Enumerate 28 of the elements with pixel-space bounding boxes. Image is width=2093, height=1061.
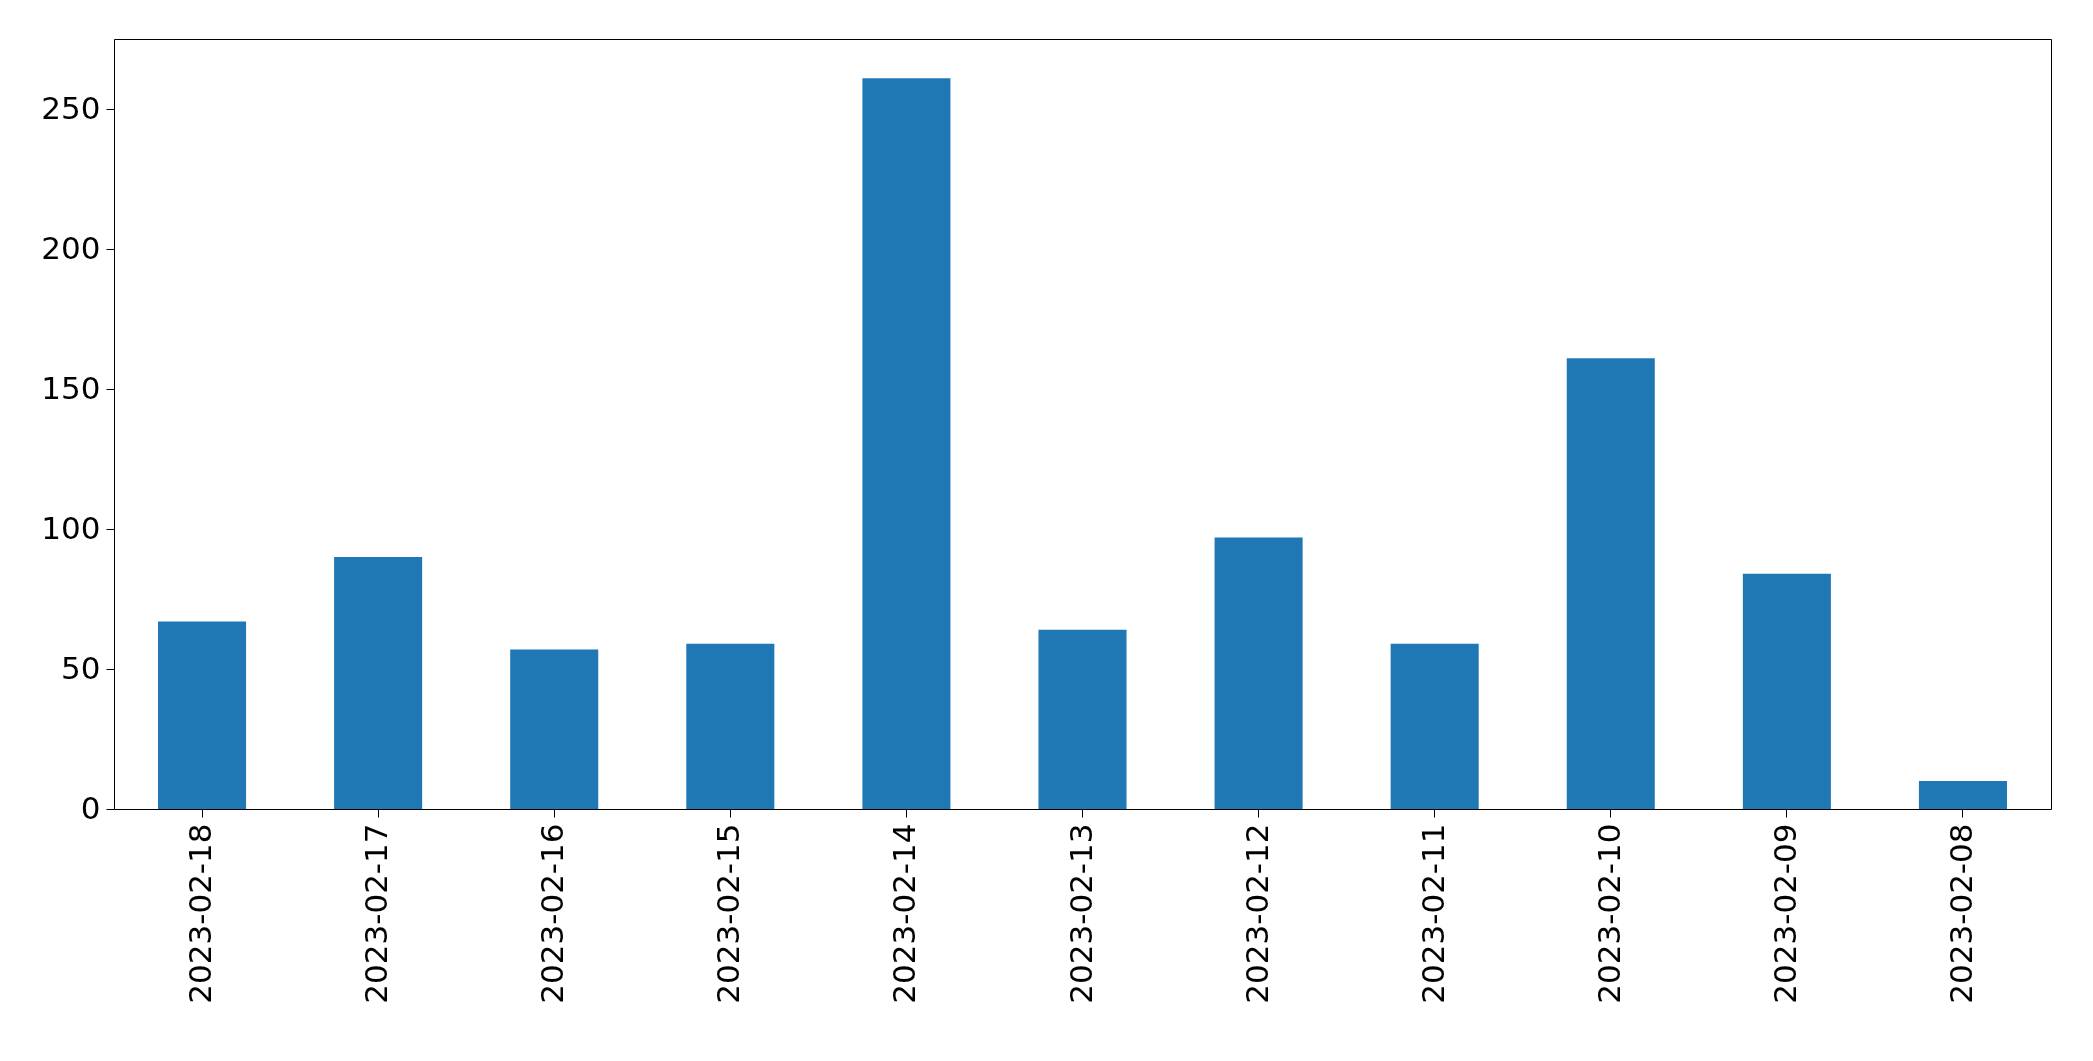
bar — [158, 621, 247, 809]
x-tick-label: 2023-02-17 — [358, 823, 395, 1004]
bar — [1742, 573, 1831, 809]
bar — [510, 649, 599, 809]
bar — [686, 643, 775, 809]
y-tick-label: 250 — [41, 89, 101, 126]
bar — [1038, 629, 1127, 809]
x-tick-label: 2023-02-18 — [182, 823, 219, 1004]
y-tick-label: 50 — [61, 649, 101, 686]
bar — [334, 557, 423, 809]
x-tick-label: 2023-02-12 — [1238, 823, 1275, 1004]
x-tick-label: 2023-02-14 — [886, 823, 923, 1004]
y-tick-label: 100 — [41, 509, 101, 546]
y-tick-label: 150 — [41, 369, 101, 406]
bar — [1918, 781, 2007, 809]
x-tick-label: 2023-02-08 — [1942, 823, 1979, 1004]
bar — [862, 78, 951, 809]
x-tick-label: 2023-02-13 — [1062, 823, 1099, 1004]
bar — [1390, 643, 1479, 809]
y-tick-label: 0 — [80, 789, 101, 826]
x-tick-label: 2023-02-09 — [1766, 823, 1803, 1004]
x-tick-label: 2023-02-10 — [1590, 823, 1627, 1004]
bar — [1566, 358, 1655, 809]
x-tick-label: 2023-02-16 — [534, 823, 571, 1004]
bar — [1214, 537, 1303, 809]
x-tick-label: 2023-02-15 — [710, 823, 747, 1004]
y-tick-label: 200 — [41, 229, 101, 266]
x-tick-label: 2023-02-11 — [1414, 823, 1451, 1004]
